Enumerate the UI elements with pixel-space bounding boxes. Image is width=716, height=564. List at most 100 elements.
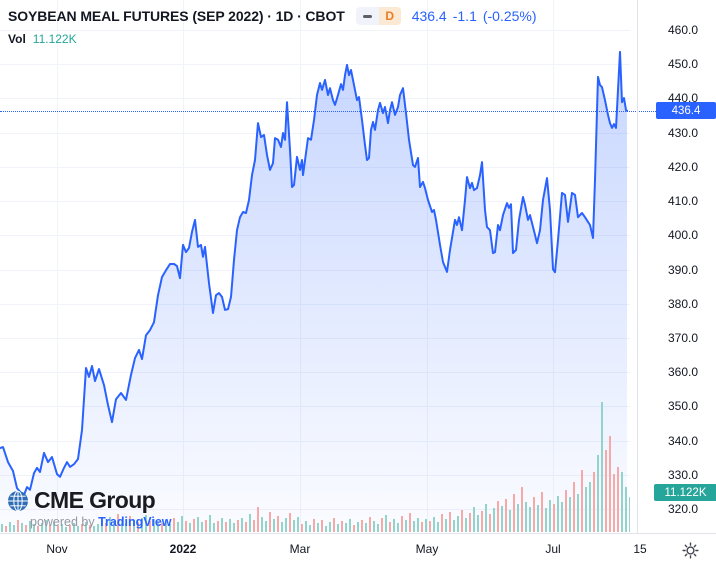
volume-bar [5, 526, 7, 532]
volume-bar [449, 512, 451, 532]
volume-bar [145, 515, 147, 532]
price-tick-label: 430.0 [668, 125, 699, 140]
volume-bar [13, 525, 15, 532]
volume-bar [609, 436, 611, 532]
volume-bar [177, 522, 179, 532]
volume-bar [393, 519, 395, 532]
volume-bar [385, 515, 387, 532]
volume-bar [225, 522, 227, 532]
volume-bar [213, 523, 215, 532]
volume-bar [233, 523, 235, 532]
volume-bar [537, 505, 539, 532]
volume-bar [309, 525, 311, 532]
volume-bar [401, 516, 403, 532]
volume-bar [605, 450, 607, 532]
pause-dash-icon[interactable] [355, 7, 379, 25]
volume-bar [461, 510, 463, 532]
volume-bar [21, 523, 23, 532]
volume-bar [365, 523, 367, 532]
volume-bar [549, 500, 551, 532]
volume-bar [109, 517, 111, 532]
vertical-gridline [57, 0, 58, 532]
last-price-value: 436.4 [411, 8, 447, 24]
volume-bar [453, 520, 455, 532]
volume-bar [509, 510, 511, 532]
volume-bar [325, 526, 327, 532]
price-tick-label: 420.0 [668, 159, 699, 174]
volume-bar [189, 523, 191, 532]
volume-bar [389, 522, 391, 532]
volume-bar [377, 524, 379, 532]
volume-bar [313, 519, 315, 532]
price-axis[interactable]: 460.0 450.0 440.0 430.0 420.0 410.0 400.0 390.0… [637, 0, 716, 533]
volume-bar [29, 521, 31, 532]
volume-bar [577, 494, 579, 532]
cme-logo-text: CME Group [34, 487, 156, 513]
volume-bar [469, 513, 471, 532]
volume-bar [209, 515, 211, 532]
volume-bar [497, 501, 499, 532]
time-axis[interactable]: Nov 2022 Mar May Jul 15 [0, 533, 716, 564]
volume-bar [141, 518, 143, 532]
volume-bar [185, 521, 187, 532]
settings-gear-icon[interactable] [682, 542, 699, 559]
volume-bar [1, 524, 3, 532]
volume-bar [625, 487, 627, 532]
volume-bar [405, 520, 407, 532]
volume-bar [353, 525, 355, 532]
time-tick-label: May [415, 542, 439, 556]
price-tick-label: 360.0 [668, 365, 699, 380]
price-tick-label: 320.0 [668, 502, 699, 516]
volume-bar [489, 514, 491, 532]
volume-bar [157, 522, 159, 532]
volume-bar [465, 518, 467, 532]
cme-group-logo[interactable]: CME Group [7, 487, 172, 514]
volume-bar [65, 527, 67, 532]
price-tick-label: 400.0 [668, 228, 699, 243]
volume-bar [545, 508, 547, 532]
volume-bar [305, 521, 307, 532]
volume-bar [85, 522, 87, 532]
volume-bar [349, 519, 351, 532]
volume-bar [473, 507, 475, 532]
volume-bar [333, 518, 335, 532]
price-tick-label: 340.0 [668, 433, 699, 448]
attribution: CME Group powered by TradingView [7, 487, 172, 529]
symbol-title[interactable]: SOYBEAN MEAL FUTURES (SEP 2022) · 1D · C… [8, 8, 345, 24]
interval-badge[interactable]: D [355, 7, 401, 25]
tradingview-attribution[interactable]: powered by TradingView [30, 515, 172, 529]
volume-bar [621, 472, 623, 532]
interval-letter[interactable]: D [378, 7, 401, 25]
volume-bar [121, 519, 123, 532]
time-tick-label: Nov [46, 542, 68, 556]
tradingview-brand[interactable]: TradingView [98, 515, 172, 529]
volume-bar [421, 522, 423, 532]
volume-bar [553, 504, 555, 532]
volume-bar [437, 522, 439, 532]
volume-bar [529, 507, 531, 532]
volume-bar [17, 520, 19, 532]
volume-bar [197, 517, 199, 532]
volume-bar [293, 520, 295, 532]
volume-bar [289, 513, 291, 532]
volume-bar [569, 497, 571, 532]
volume-bar [53, 522, 55, 532]
volume-bar [93, 526, 95, 532]
time-tick-label: 15 [633, 542, 647, 556]
price-plot-area[interactable] [0, 0, 656, 532]
volume-bar [585, 487, 587, 532]
powered-by-text: powered by [30, 515, 95, 529]
volume-bar [61, 524, 63, 532]
volume-bar [265, 521, 267, 532]
price-change-percent: (-0.25%) [482, 8, 537, 24]
volume-bar [217, 521, 219, 532]
volume-bar [481, 511, 483, 532]
volume-label: Vol [8, 32, 26, 46]
volume-bar [257, 507, 259, 532]
volume-bar [201, 522, 203, 532]
volume-bar [317, 523, 319, 532]
volume-bar [493, 508, 495, 532]
price-area-series [0, 50, 628, 532]
volume-bar [521, 487, 523, 532]
